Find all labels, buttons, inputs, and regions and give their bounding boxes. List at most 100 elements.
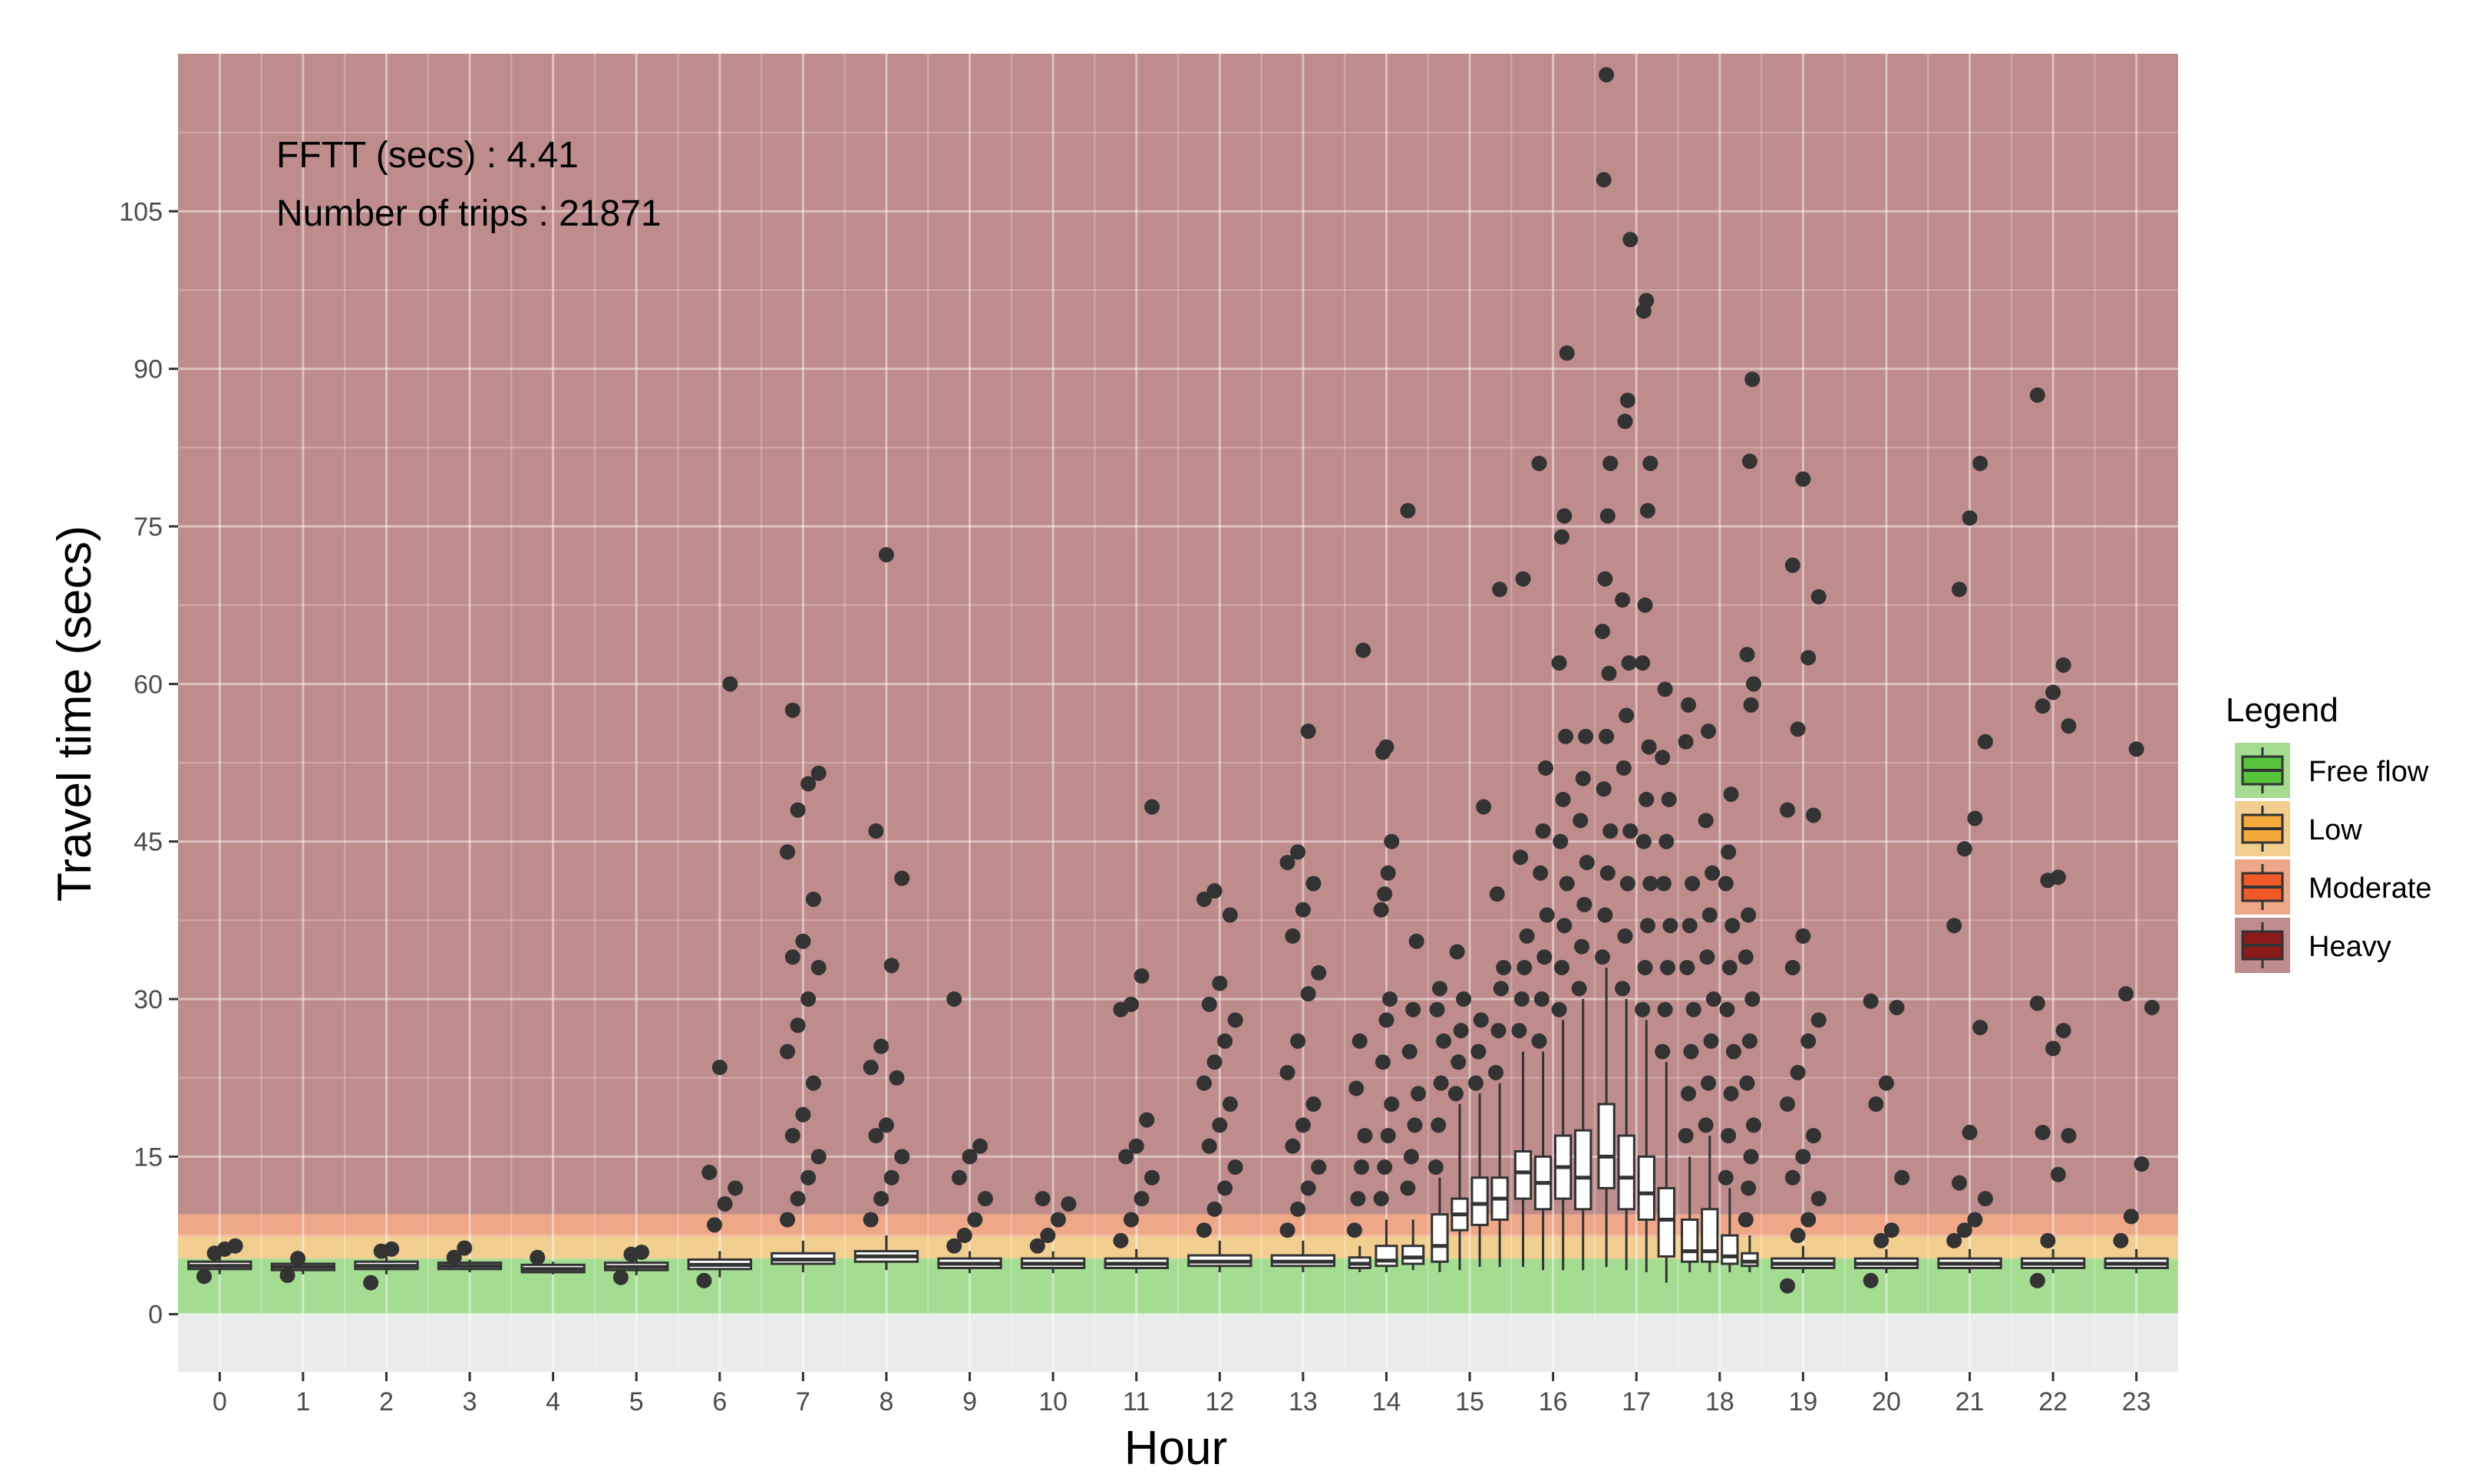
annotation-trip-count: Number of trips : 21871 [276,193,662,234]
outlier-point [1433,1075,1449,1091]
outlier-point [1118,1149,1134,1165]
outlier-point [1513,849,1529,866]
outlier-point [1407,1117,1423,1133]
outlier-point [384,1241,400,1257]
legend-label-moderate: Moderate [2309,872,2432,905]
outlier-point [1894,1169,1910,1186]
outlier-point [1878,1075,1894,1091]
outlier-point [795,1106,811,1123]
box [1721,1234,1739,1265]
outlier-point [1551,655,1567,671]
outlier-point [1723,787,1739,803]
outlier-point [1453,1023,1469,1039]
outlier-point [790,802,806,818]
box-hour-17 [1655,681,1678,1283]
box-hour-0 [187,1238,252,1284]
outlier-point [1196,1222,1212,1238]
y-tick-label: 90 [134,355,163,384]
outlier-point [1295,1117,1311,1133]
box-hour-8 [853,546,919,1271]
outlier-point [1531,455,1547,471]
outlier-point [2144,999,2160,1015]
outlier-point [1305,1096,1322,1112]
outlier-point [1222,907,1238,923]
outlier-point [1206,883,1223,899]
y-tick-label: 60 [134,670,163,699]
outlier-point [1128,1138,1144,1154]
outlier-point [1456,991,1472,1007]
outlier-point [711,1060,728,1076]
box-hour-4 [520,1249,586,1275]
outlier-point [1659,959,1675,975]
outlier-point [1212,1117,1228,1133]
outlier-point [946,1238,962,1254]
x-tick-label: 13 [1289,1387,1318,1416]
outlier-point [1658,833,1675,849]
x-tick-label: 9 [962,1387,977,1416]
x-tick-label: 2 [379,1387,394,1416]
outlier-point [1883,1222,1899,1238]
outlier-point [2128,741,2144,757]
box-hour-7 [771,702,836,1272]
outlier-point [1642,876,1658,892]
outlier-point [1599,728,1615,744]
box-hour-19 [1771,471,1836,1294]
y-tick-label: 30 [134,985,163,1014]
outlier-point [1196,1075,1212,1091]
outlier-point [1573,813,1589,829]
box-hour-14 [1400,503,1426,1271]
box-hour-14 [1373,739,1400,1272]
outlier-point [1780,1096,1796,1112]
outlier-point [1662,918,1678,934]
outlier-point [1381,991,1398,1007]
outlier-point [1889,999,1905,1015]
box-hour-17 [1595,67,1619,1268]
x-tick-label: 5 [629,1387,644,1416]
box-hour-2 [354,1241,419,1291]
outlier-point [1790,721,1806,737]
outlier-point [1436,1033,1452,1049]
outlier-point [1622,232,1639,248]
outlier-point [1533,991,1550,1007]
outlier-point [1745,676,1761,692]
outlier-point [1279,1064,1295,1080]
outlier-point [1615,981,1631,997]
x-tick-label: 11 [1123,1387,1150,1416]
outlier-point [1790,1228,1806,1244]
outlier-point [1661,791,1677,807]
y-tick-label: 105 [119,197,163,226]
outlier-point [1384,1096,1400,1112]
outlier-point [1212,975,1228,991]
outlier-point [1595,949,1611,965]
y-tick-label: 0 [148,1301,163,1330]
outlier-point [707,1217,723,1233]
outlier-point [1685,876,1701,892]
outlier-point [1531,1033,1547,1049]
outlier-point [1511,1023,1527,1039]
box [1401,1245,1425,1265]
outlier-point [1380,1127,1396,1143]
outlier-point [1721,959,1738,975]
outlier-point [780,844,796,860]
outlier-point [1951,582,1967,598]
outlier-point [1515,571,1531,587]
y-axis-ticks: 0 15 30 45 60 75 90 105 [119,197,178,1330]
outlier-point [1977,734,1993,750]
outlier-point [1227,1012,1243,1028]
outlier-point [1476,799,1492,815]
outlier-point [1139,1112,1155,1128]
outlier-point [1637,959,1653,975]
box-hour-15 [1447,944,1472,1271]
outlier-point [1447,1086,1464,1102]
legend-title: Legend [2226,691,2338,729]
box-hour-18 [1738,371,1761,1272]
outlier-point [2045,1040,2061,1057]
x-tick-label: 23 [2122,1387,2151,1416]
outlier-point [1558,728,1574,744]
box [1375,1245,1398,1268]
outlier-point [2123,1209,2139,1225]
outlier-point [951,1169,967,1186]
outlier-point [1123,996,1139,1012]
outlier-point [1655,876,1672,892]
outlier-point [1536,949,1553,965]
